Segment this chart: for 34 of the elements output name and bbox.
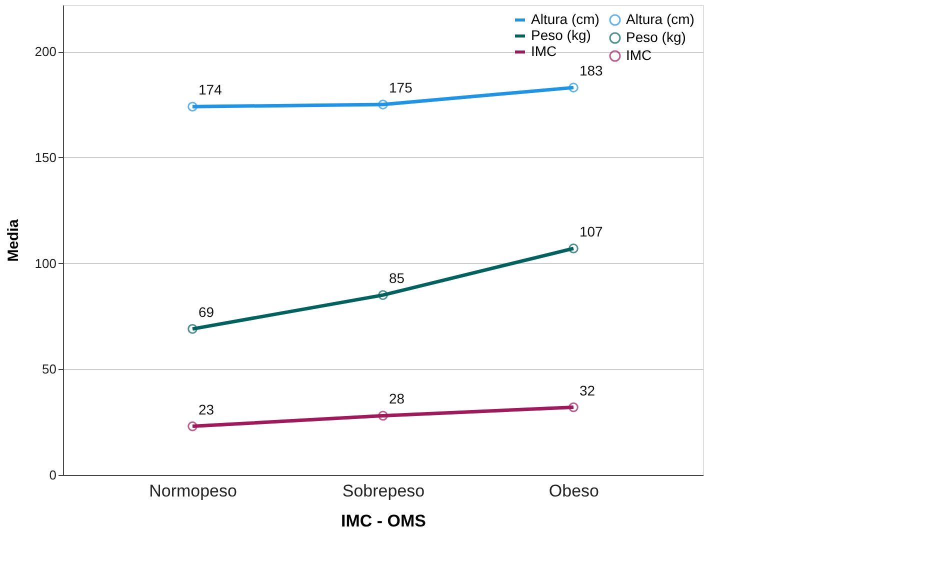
y-tick-label: 50 [42, 362, 56, 377]
point [568, 244, 578, 254]
data-label: 23 [198, 401, 214, 418]
data-label: 32 [579, 382, 596, 398]
point [378, 410, 388, 421]
point [188, 324, 198, 334]
data-label: 174 [198, 82, 222, 98]
point [568, 402, 578, 412]
point [568, 82, 578, 92]
text: IMC [531, 43, 557, 59]
point [378, 100, 388, 110]
point [188, 102, 198, 112]
y-tick-label: 100 [34, 256, 56, 271]
y-tick-label: 150 [34, 150, 56, 165]
legend-label: Peso (kg) [531, 27, 591, 43]
y-axis-title: Media [4, 218, 22, 262]
legend-label: Altura (cm) [531, 11, 600, 27]
y-tick-label: 0 [49, 468, 56, 482]
x-tick-label: Obeso [548, 482, 600, 500]
x-axis-title: IMC - OMS [341, 512, 426, 530]
data-label: 69 [198, 304, 214, 320]
point [378, 290, 388, 300]
data-label: 175 [389, 80, 413, 96]
x-tick-label: Normopeso [149, 482, 237, 500]
data-label: 85 [389, 270, 405, 286]
legend-label: IMC [626, 47, 652, 63]
text: Peso (kg) [626, 29, 686, 45]
data-label: 107 [579, 223, 604, 240]
data-label: 28 [389, 390, 405, 407]
data-label: 183 [579, 62, 604, 79]
y-tick-label: 200 [34, 44, 56, 60]
point [188, 421, 198, 432]
x-tick-label: Sobrepeso [342, 482, 425, 500]
text: Altura (cm) [626, 11, 694, 27]
